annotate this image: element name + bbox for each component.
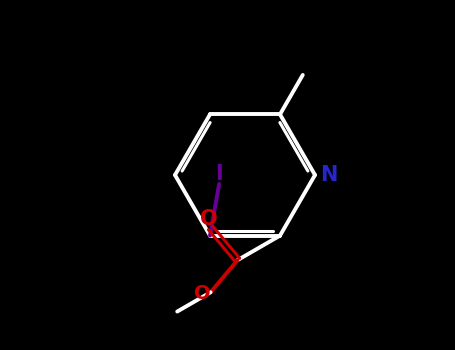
Text: O: O (200, 209, 217, 229)
Text: I: I (215, 164, 223, 184)
Text: N: N (320, 165, 338, 185)
Text: O: O (193, 284, 210, 303)
